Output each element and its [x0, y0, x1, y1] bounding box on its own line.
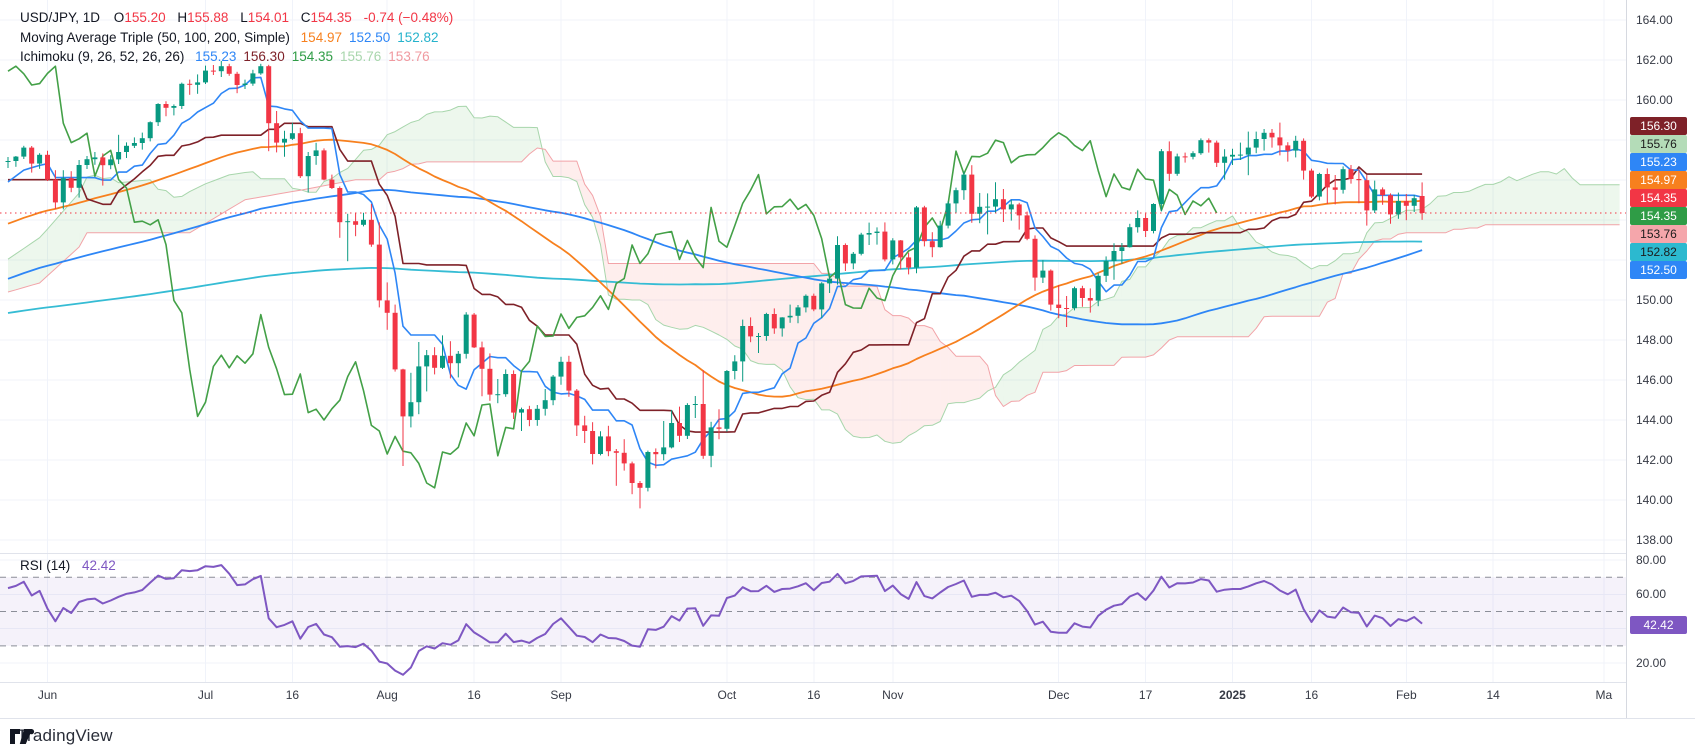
rsi-pane[interactable] [0, 553, 1626, 682]
ma-legend-row[interactable]: Moving Average Triple (50, 100, 200, Sim… [20, 28, 453, 48]
time-axis-label[interactable]: Jul [197, 688, 214, 702]
ma-indicator-name: Moving Average Triple (50, 100, 200, Sim… [20, 29, 290, 45]
ma-values: 154.97 152.50 152.82 [294, 30, 439, 45]
ohlc-high: H155.88 [177, 10, 229, 25]
price-tick-label: 140.00 [1636, 493, 1673, 507]
legend-value: 156.30 [243, 49, 285, 64]
rsi-value-chip: 42.42 [1630, 615, 1687, 634]
ohlc-open: O155.20 [113, 10, 166, 25]
time-axis-label[interactable]: 16 [467, 688, 481, 702]
ichimoku-legend-row[interactable]: Ichimoku (9, 26, 52, 26, 26) 155.23 156.3… [20, 47, 453, 67]
legend-value: 152.82 [397, 29, 439, 45]
rsi-legend-row[interactable]: RSI (14) 42.42 [20, 558, 116, 573]
rsi-tick-label: 60.00 [1636, 587, 1667, 602]
rsi-tick-label: 80.00 [1636, 553, 1667, 567]
time-axis-label[interactable]: Sep [550, 688, 572, 702]
time-axis-label[interactable]: Feb [1395, 688, 1417, 702]
time-axis-label[interactable]: 16 [1304, 688, 1319, 702]
time-axis-label[interactable]: 17 [1138, 688, 1153, 702]
time-axis-label[interactable]: Aug [376, 688, 398, 702]
price-tick-label: 144.00 [1636, 413, 1673, 427]
price-tick-label: 150.00 [1636, 293, 1673, 307]
price-label-chip: 155.76 [1630, 135, 1687, 153]
price-axis[interactable]: 164.00 162.00 160.00 150.00 148.00 146.00 144.… [1626, 0, 1695, 718]
legend-value: 154.97 [300, 29, 342, 45]
price-tick-label: 142.00 [1636, 453, 1673, 467]
price-label-chip: 155.23 [1630, 153, 1687, 171]
price-chart-pane[interactable] [0, 0, 1626, 553]
chart-bottom-border [0, 718, 1695, 719]
symbol-legend-row[interactable]: USD/JPY, 1D O155.20 H155.88 L154.01 C154… [20, 8, 453, 28]
price-label-chip: 153.76 [1630, 225, 1687, 243]
tradingview-logo-text: TradingView [17, 726, 113, 745]
time-axis-label[interactable]: Dec [1048, 688, 1070, 702]
time-axis-label[interactable]: 16 [285, 688, 300, 702]
price-label-chip: 154.97 [1630, 171, 1687, 189]
price-tick-label: 138.00 [1636, 533, 1673, 547]
price-label-chip: 154.35 [1630, 207, 1687, 225]
price-tick-label: 160.00 [1636, 93, 1673, 107]
price-tick-label: 162.00 [1636, 53, 1673, 67]
price-label-chip: 152.50 [1630, 261, 1687, 279]
legend-value: 155.23 [195, 49, 237, 64]
ohlc-close: C154.35 [300, 10, 352, 25]
time-axis-separator [0, 682, 1695, 683]
ohlc-low: L154.01 [240, 10, 289, 25]
legend-value: 153.76 [388, 49, 430, 64]
tradingview-logo-icon [10, 728, 35, 744]
time-axis-label[interactable]: 16 [807, 688, 821, 702]
rsi-tick-label: 20.00 [1636, 656, 1667, 671]
change-value: -0.74 (−0.48%) [363, 10, 454, 25]
time-axis-label[interactable]: 2025 [1219, 688, 1246, 702]
price-tick-label: 164.00 [1636, 13, 1673, 27]
legend-value: 155.76 [340, 49, 382, 64]
tradingview-logo[interactable]: TradingView [10, 726, 113, 746]
price-label-chip: 152.82 [1630, 243, 1687, 261]
ichimoku-indicator-name: Ichimoku (9, 26, 52, 26, 26) [20, 49, 185, 64]
rsi-value: 42.42 [82, 558, 116, 573]
time-axis-label[interactable]: 14 [1486, 688, 1500, 702]
symbol-title: USD/JPY, 1D [20, 10, 101, 25]
price-tick-label: 146.00 [1636, 373, 1673, 387]
pane-separator[interactable] [0, 553, 1695, 554]
time-axis-label[interactable]: Nov [882, 688, 904, 702]
price-label-chip: 156.30 [1630, 117, 1687, 135]
footer-bar: TradingView [0, 719, 1695, 752]
price-tick-label: 148.00 [1636, 333, 1673, 347]
time-axis-label[interactable]: Jun [37, 688, 58, 702]
ichimoku-values: 155.23 156.30 154.35 155.76 153.76 [188, 49, 429, 64]
indicator-legend: USD/JPY, 1D O155.20 H155.88 L154.01 C154… [20, 8, 453, 67]
time-axis-label[interactable]: Ma [1595, 688, 1613, 702]
legend-value: 152.50 [348, 29, 391, 45]
time-axis-label[interactable]: Oct [717, 688, 737, 702]
rsi-indicator-name: RSI (14) [20, 558, 71, 573]
price-label-chip: 154.35 [1630, 189, 1687, 207]
legend-value: 154.35 [291, 49, 333, 64]
